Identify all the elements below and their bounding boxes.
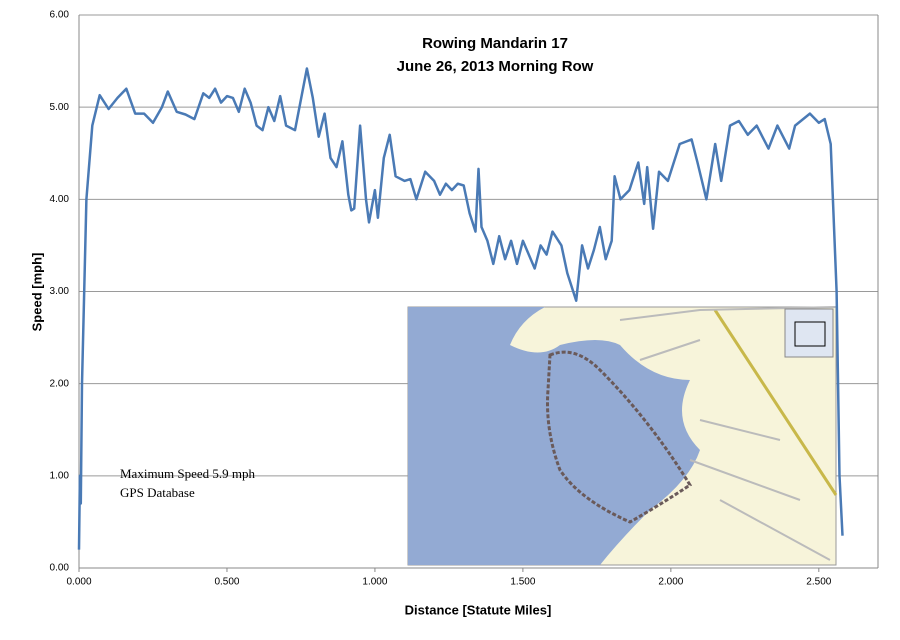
y-tick-label: 1.00 [50,470,70,481]
plot [77,67,844,550]
x-tick-label: 0.500 [214,577,239,588]
map-streets [619,306,837,561]
map-route [546,350,693,524]
y-tick-label: 3.00 [50,286,70,297]
map-inset [407,306,838,566]
y-axis-label: Speed [mph] [29,253,44,332]
chart-subtitle: June 26, 2013 Morning Row [397,58,594,75]
x-axis-label: Distance [Statute Miles] [405,602,552,617]
map-overview-frame [794,321,826,347]
map-water [408,307,700,565]
annotation: GPS Database [120,485,195,500]
x-tick-label: 2.000 [658,577,683,588]
x-tick-label: 1.500 [510,577,535,588]
x-tick-label: 1.000 [362,577,387,588]
y-tick-label: 4.00 [50,194,70,205]
map-road [713,309,838,496]
y-tick-label: 2.00 [50,378,70,389]
speed-line [77,67,844,550]
annotation: Maximum Speed 5.9 mph [120,466,256,481]
y-tick-label: 5.00 [50,102,70,113]
y-tick-label: 0.00 [50,563,70,574]
chart-title: Rowing Mandarin 17 [422,35,568,52]
x-tick-label: 2.500 [806,577,831,588]
y-tick-label: 6.00 [50,10,70,21]
map-overview [784,308,834,358]
x-tick-label: 0.000 [66,577,91,588]
